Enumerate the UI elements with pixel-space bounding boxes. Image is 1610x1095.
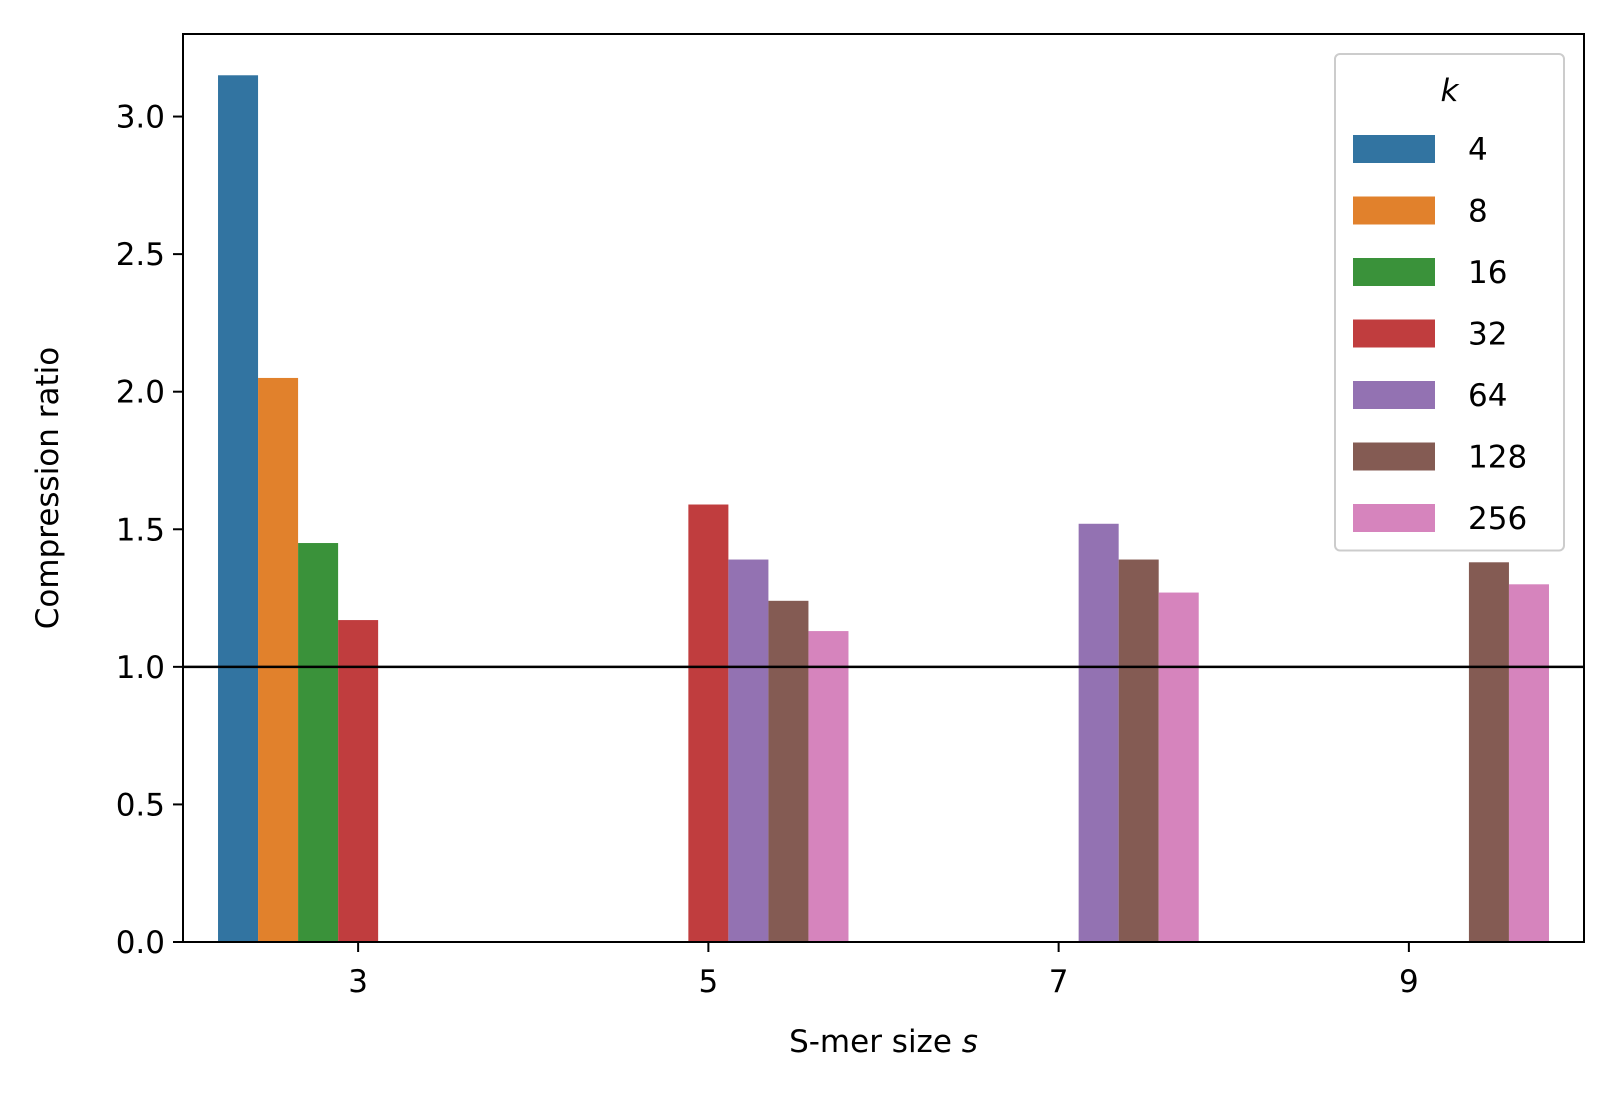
- bar-k8-s3: [258, 377, 299, 942]
- legend-swatch-256: [1353, 504, 1435, 532]
- x-axis-label: S-mer size s: [789, 1024, 978, 1060]
- y-axis: 0.0 0.5 1.0 1.5 2.0 2.5 3.0: [116, 100, 183, 961]
- bar-k4-s3: [218, 75, 259, 943]
- bar-k16-s3: [298, 543, 339, 942]
- y-tick-label: 0.0: [116, 925, 165, 961]
- bar-k64-s5: [728, 559, 769, 942]
- legend-swatch-16: [1353, 258, 1435, 286]
- x-tick-label: 3: [348, 964, 368, 1000]
- x-axis-label-variable: s: [962, 1024, 978, 1060]
- bar-k256-s5: [808, 631, 849, 942]
- legend: k4 8 16 32 64 128 256: [1334, 53, 1565, 552]
- bar-k256-s7: [1158, 592, 1199, 942]
- bar-k128-s9: [1468, 562, 1509, 942]
- legend-label-16: 16: [1468, 255, 1507, 291]
- legend-label-32: 32: [1468, 317, 1507, 353]
- y-tick-label: 2.5: [116, 237, 165, 273]
- y-tick-label: 0.5: [116, 787, 165, 823]
- bars-layer: [218, 75, 1549, 943]
- legend-box: [1334, 53, 1565, 552]
- y-tick-label: 3.0: [116, 100, 165, 136]
- x-tick-label: 9: [1399, 964, 1419, 1000]
- legend-swatch-4: [1353, 135, 1435, 163]
- legend-swatch-8: [1353, 196, 1435, 225]
- legend-swatch-128: [1353, 442, 1435, 471]
- y-tick-label: 2.0: [116, 375, 165, 411]
- legend-label-64: 64: [1468, 378, 1507, 414]
- x-tick-label: 7: [1049, 964, 1069, 1000]
- y-tick-label: 1.0: [116, 650, 165, 686]
- legend-swatch-32: [1353, 319, 1435, 348]
- x-tick-label: 5: [699, 964, 719, 1000]
- legend-label-256: 256: [1468, 501, 1527, 537]
- legend-title: k: [1441, 73, 1460, 109]
- legend-label-4: 4: [1468, 132, 1488, 168]
- legend-swatch-64: [1353, 381, 1435, 409]
- bar-k64-s7: [1078, 523, 1119, 942]
- legend-label-8: 8: [1468, 194, 1488, 230]
- plot-frame: [182, 33, 1585, 943]
- bar-k32-s3: [338, 620, 379, 942]
- bar-k32-s5: [688, 504, 729, 942]
- bar-k128-s5: [768, 600, 809, 942]
- bar-k256-s9: [1508, 584, 1549, 942]
- legend-label-128: 128: [1468, 440, 1527, 476]
- y-axis-label: Compression ratio: [30, 347, 66, 629]
- bar-k128-s7: [1118, 559, 1159, 942]
- x-axis-label-text: S-mer size: [789, 1024, 962, 1060]
- y-tick-label: 1.5: [116, 512, 165, 548]
- x-axis: 3 5 7 9: [348, 942, 1419, 1000]
